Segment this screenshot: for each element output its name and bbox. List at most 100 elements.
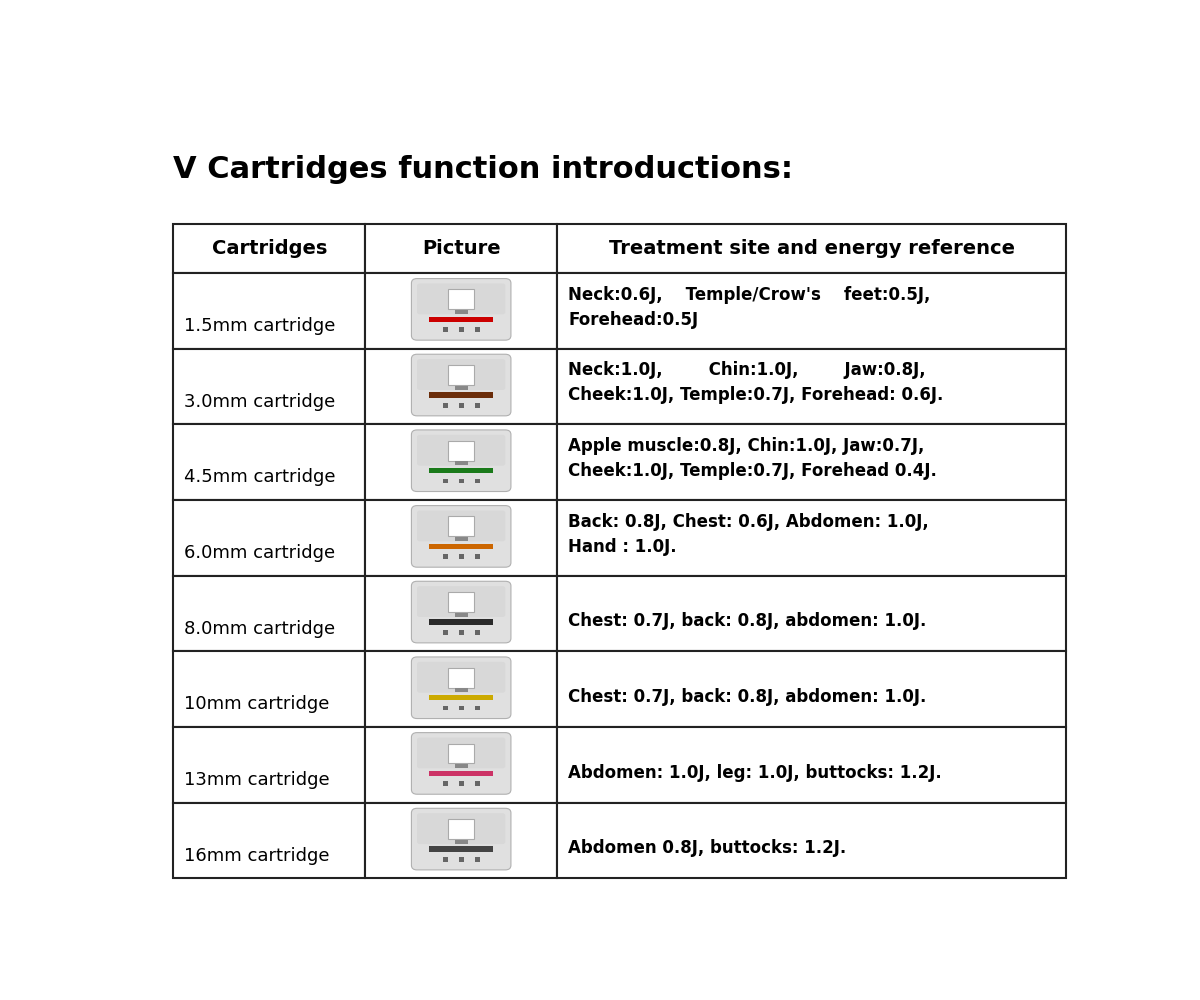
Bar xyxy=(475,554,480,559)
Bar xyxy=(443,706,448,710)
Text: Abdomen 0.8J, buttocks: 1.2J.: Abdomen 0.8J, buttocks: 1.2J. xyxy=(569,839,846,857)
FancyBboxPatch shape xyxy=(412,733,511,794)
Bar xyxy=(173,727,365,803)
Bar xyxy=(448,819,474,839)
Bar xyxy=(458,781,463,786)
Bar xyxy=(173,224,365,273)
Bar xyxy=(430,392,493,398)
Text: 3.0mm cartridge: 3.0mm cartridge xyxy=(185,393,336,411)
Text: 4.5mm cartridge: 4.5mm cartridge xyxy=(185,468,336,486)
Bar xyxy=(557,224,1066,273)
Text: 10mm cartridge: 10mm cartridge xyxy=(185,695,330,713)
Bar xyxy=(455,386,468,390)
Text: Abdomen: 1.0J, leg: 1.0J, buttocks: 1.2J.: Abdomen: 1.0J, leg: 1.0J, buttocks: 1.2J… xyxy=(569,764,942,782)
Bar xyxy=(455,613,468,617)
Bar xyxy=(458,630,463,635)
Bar xyxy=(458,706,463,710)
Bar xyxy=(443,479,448,483)
Bar xyxy=(557,651,1066,727)
Text: Cartridges: Cartridges xyxy=(211,239,326,258)
Text: Neck:0.6J,    Temple/Crow's    feet:0.5J,
Forehead:0.5J: Neck:0.6J, Temple/Crow's feet:0.5J, Fore… xyxy=(569,286,931,329)
Bar xyxy=(173,349,365,424)
Bar xyxy=(430,771,493,776)
Bar xyxy=(430,695,493,700)
Bar xyxy=(455,764,468,768)
Bar xyxy=(448,516,474,536)
Bar xyxy=(365,500,557,576)
Text: 1.5mm cartridge: 1.5mm cartridge xyxy=(185,317,336,335)
Text: Apple muscle:0.8J, Chin:1.0J, Jaw:0.7J,
Cheek:1.0J, Temple:0.7J, Forehead 0.4J.: Apple muscle:0.8J, Chin:1.0J, Jaw:0.7J, … xyxy=(569,437,937,480)
Bar xyxy=(430,544,493,549)
Bar xyxy=(458,857,463,862)
Bar xyxy=(443,781,448,786)
Bar xyxy=(448,441,474,461)
Bar xyxy=(475,403,480,408)
Bar xyxy=(365,349,557,424)
Bar xyxy=(430,317,493,322)
Bar xyxy=(475,706,480,710)
Bar xyxy=(458,479,463,483)
Bar xyxy=(173,651,365,727)
Text: Neck:1.0J,        Chin:1.0J,        Jaw:0.8J,
Cheek:1.0J, Temple:0.7J, Forehead:: Neck:1.0J, Chin:1.0J, Jaw:0.8J, Cheek:1.… xyxy=(569,361,943,404)
Bar xyxy=(173,803,365,878)
Text: 13mm cartridge: 13mm cartridge xyxy=(185,771,330,789)
FancyBboxPatch shape xyxy=(418,813,505,844)
Bar xyxy=(173,424,365,500)
FancyBboxPatch shape xyxy=(418,511,505,541)
Bar xyxy=(430,468,493,473)
Bar xyxy=(475,781,480,786)
FancyBboxPatch shape xyxy=(418,738,505,768)
Text: Back: 0.8J, Chest: 0.6J, Abdomen: 1.0J,
Hand : 1.0J.: Back: 0.8J, Chest: 0.6J, Abdomen: 1.0J, … xyxy=(569,513,929,556)
FancyBboxPatch shape xyxy=(412,657,511,719)
FancyBboxPatch shape xyxy=(412,354,511,416)
Text: Picture: Picture xyxy=(422,239,500,258)
FancyBboxPatch shape xyxy=(418,662,505,693)
Text: 6.0mm cartridge: 6.0mm cartridge xyxy=(185,544,336,562)
Text: Chest: 0.7J, back: 0.8J, abdomen: 1.0J.: Chest: 0.7J, back: 0.8J, abdomen: 1.0J. xyxy=(569,612,926,630)
Bar xyxy=(173,576,365,651)
Bar xyxy=(475,857,480,862)
Bar xyxy=(455,537,468,541)
Bar xyxy=(557,576,1066,651)
Bar xyxy=(448,289,474,309)
Bar xyxy=(557,424,1066,500)
FancyBboxPatch shape xyxy=(418,586,505,617)
Bar xyxy=(557,500,1066,576)
Bar xyxy=(557,727,1066,803)
Bar xyxy=(448,668,474,688)
Bar xyxy=(365,224,557,273)
Bar xyxy=(365,651,557,727)
Bar xyxy=(557,349,1066,424)
Bar xyxy=(458,554,463,559)
FancyBboxPatch shape xyxy=(418,435,505,466)
Bar xyxy=(557,803,1066,878)
Bar xyxy=(448,365,474,385)
Bar xyxy=(448,744,474,763)
Text: 8.0mm cartridge: 8.0mm cartridge xyxy=(185,620,336,638)
FancyBboxPatch shape xyxy=(418,359,505,390)
Bar xyxy=(443,630,448,635)
Text: Chest: 0.7J, back: 0.8J, abdomen: 1.0J.: Chest: 0.7J, back: 0.8J, abdomen: 1.0J. xyxy=(569,688,926,706)
Bar xyxy=(365,273,557,349)
Bar xyxy=(455,688,468,692)
Bar xyxy=(448,592,474,612)
FancyBboxPatch shape xyxy=(412,506,511,567)
Bar xyxy=(430,846,493,852)
Bar xyxy=(443,857,448,862)
Bar xyxy=(443,403,448,408)
Bar xyxy=(475,327,480,332)
Bar xyxy=(455,840,468,844)
Text: 16mm cartridge: 16mm cartridge xyxy=(185,847,330,865)
Bar xyxy=(475,479,480,483)
Bar xyxy=(365,727,557,803)
Bar xyxy=(443,327,448,332)
Bar xyxy=(458,403,463,408)
Bar xyxy=(443,554,448,559)
FancyBboxPatch shape xyxy=(412,279,511,340)
Bar xyxy=(475,630,480,635)
FancyBboxPatch shape xyxy=(418,283,505,314)
Bar xyxy=(455,310,468,314)
Bar xyxy=(365,424,557,500)
Bar xyxy=(365,803,557,878)
Text: V Cartridges function introductions:: V Cartridges function introductions: xyxy=(173,155,793,184)
